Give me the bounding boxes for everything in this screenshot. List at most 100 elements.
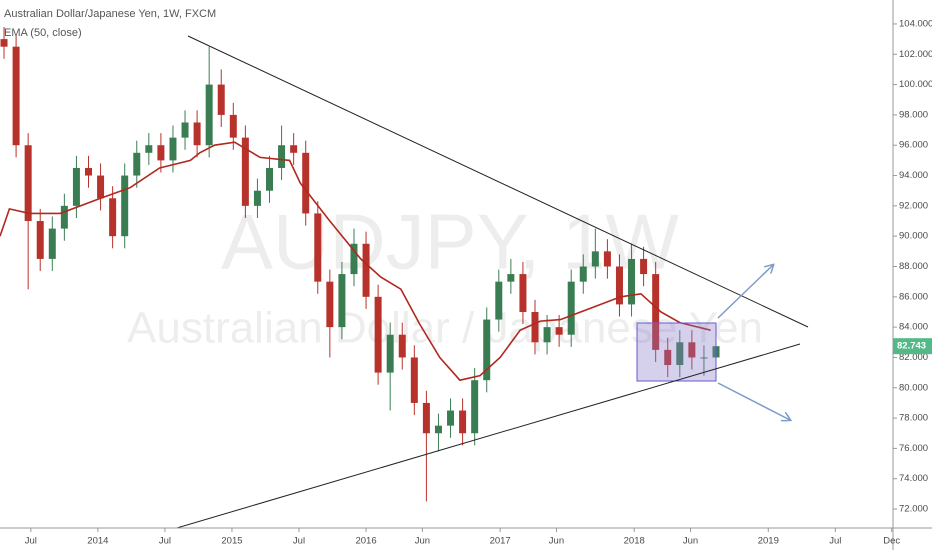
candles (0, 26, 720, 502)
candle-body (302, 152, 310, 214)
candle-body (145, 145, 153, 153)
candle-body (266, 167, 274, 191)
y-tick-label: 74.000 (899, 473, 928, 484)
candle-body (374, 296, 382, 373)
candle-body (640, 258, 648, 275)
y-tick-label: 104.000 (899, 18, 932, 29)
candle-body (133, 152, 141, 176)
candle-body (278, 145, 286, 168)
candle-body (615, 266, 623, 305)
candle-body (591, 251, 599, 267)
candle-body (314, 213, 322, 282)
candle-body (422, 402, 430, 434)
candle-body (217, 84, 225, 115)
x-tick-label: Jul (159, 536, 171, 547)
candle-body (48, 228, 56, 259)
y-tick-label: 72.000 (899, 504, 928, 515)
upper-trendline (187, 35, 809, 328)
candle-body (290, 145, 298, 153)
ema-line (0, 141, 711, 382)
candle-body (338, 274, 346, 328)
candle-body (241, 137, 249, 206)
candle-body (471, 380, 479, 434)
drawings (175, 35, 809, 528)
candle-body (72, 167, 80, 206)
candle-body (555, 327, 563, 335)
arrow-down (717, 382, 790, 420)
candle-body (386, 334, 394, 373)
x-tick-label: 2017 (490, 536, 511, 547)
candle-body (483, 319, 491, 381)
candle-body (676, 342, 684, 366)
candle-body (362, 243, 370, 297)
candle-body (36, 221, 44, 259)
y-tick-label: 86.000 (899, 291, 928, 302)
candle-body (24, 145, 32, 222)
lower-trendline (175, 343, 801, 528)
x-tick-label: 2016 (355, 536, 376, 547)
x-tick-label: Jul (25, 536, 37, 547)
x-tick-label: 2015 (221, 536, 242, 547)
candle-body (579, 266, 587, 282)
x-tick-label: 2014 (87, 536, 108, 547)
x-tick-label: Dec (883, 536, 900, 547)
candle-body (97, 175, 105, 199)
candle-body (664, 349, 672, 366)
watermark-symbol: AUDJPY, 1W (221, 198, 679, 286)
candle-body (531, 311, 539, 343)
y-tick-label: 100.000 (899, 79, 932, 90)
chart-title: Australian Dollar/Japanese Yen, 1W, FXCM (4, 8, 216, 20)
y-tick-label: 82.000 (899, 352, 928, 363)
candle-body (688, 342, 696, 358)
candle-body (398, 334, 406, 358)
candle-body (567, 281, 575, 335)
x-tick-label: Jun (549, 536, 564, 547)
y-tick-label: 102.000 (899, 49, 932, 60)
candle-body (652, 274, 660, 350)
candle-body (109, 198, 117, 237)
candle-body (121, 175, 129, 237)
x-tick-label: Jun (683, 536, 698, 547)
indicator-name: EMA (50, close) (4, 27, 82, 39)
y-tick-label: 96.000 (899, 140, 928, 151)
candle-body (157, 145, 165, 161)
candle-body (229, 114, 237, 138)
candle-body (0, 39, 8, 47)
candle-body (700, 357, 708, 359)
candle-body (181, 122, 189, 138)
candle-body (434, 425, 442, 434)
x-tick-label: Jul (829, 536, 841, 547)
candle-body (459, 410, 467, 434)
candle-body (507, 274, 515, 282)
candle-body (205, 84, 213, 146)
range-box (636, 322, 717, 382)
last-price-label: 82.743 (897, 341, 926, 352)
y-tick-label: 76.000 (899, 443, 928, 454)
y-tick-label: 98.000 (899, 109, 928, 120)
candle-body (169, 137, 177, 161)
candle-body (350, 243, 358, 275)
y-tick-label: 92.000 (899, 200, 928, 211)
y-tick-label: 80.000 (899, 382, 928, 393)
candle-body (603, 251, 611, 267)
candle-body (628, 258, 636, 305)
candle-body (84, 167, 92, 176)
candle-body (12, 46, 20, 146)
candle-body (519, 274, 527, 312)
arrow-up (717, 265, 773, 319)
y-tick-label: 94.000 (899, 170, 928, 181)
ema (0, 141, 711, 382)
x-tick-label: Jun (415, 536, 430, 547)
y-tick-label: 84.000 (899, 322, 928, 333)
x-tick-label: 2019 (758, 536, 779, 547)
last-price-tag (893, 338, 932, 355)
candle-body (326, 281, 334, 328)
x-tick-label: 2018 (624, 536, 645, 547)
axes: 72.000 74.000 76.000 78.000 80.000 82.000 84.0… (25, 18, 932, 547)
y-tick-label: 88.000 (899, 261, 928, 272)
x-tick-label: Jul (293, 536, 305, 547)
candle-body (253, 190, 261, 206)
